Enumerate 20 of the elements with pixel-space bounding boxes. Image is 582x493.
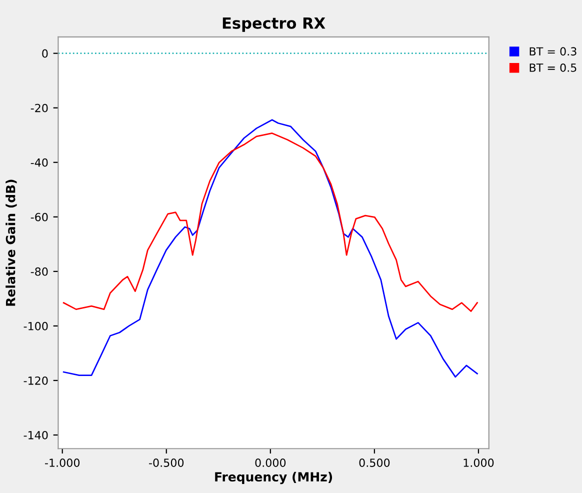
line-series — [62, 132, 478, 312]
y-tick-label: -100 — [24, 322, 48, 330]
chart-title: Espectro RX — [222, 18, 326, 32]
y-tick-label: 0 — [42, 49, 48, 58]
x-tick-label: 1.000 — [464, 458, 494, 467]
x-tick-label: 0.500 — [359, 458, 390, 467]
x-tick-label: -0.500 — [149, 458, 184, 467]
y-tick-label: -140 — [24, 430, 48, 440]
y-tick-label: -40 — [30, 158, 48, 167]
legend-label: BT = 0.3 — [530, 47, 576, 56]
y-tick-label: -20 — [30, 104, 48, 112]
y-tick-label: -80 — [30, 267, 48, 276]
line-series — [62, 119, 478, 378]
legend-label: BT = 0.5 — [530, 63, 576, 72]
y-tick-label: -60 — [30, 212, 48, 222]
x-tick-label: 0.000 — [255, 458, 286, 467]
y-tick-label: -120 — [24, 376, 48, 385]
y-axis-title: Relative Gain (dB) — [6, 180, 17, 306]
x-tick-label: -1.000 — [44, 458, 80, 467]
x-axis-title: Frequency (MHz) — [215, 472, 332, 484]
